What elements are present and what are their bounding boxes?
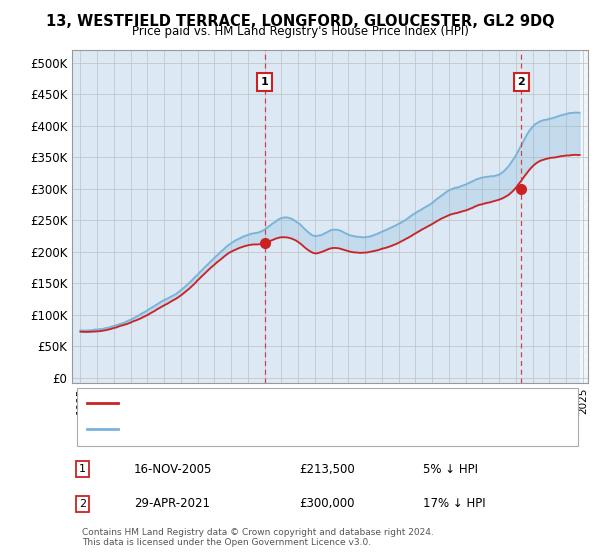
Text: 13, WESTFIELD TERRACE, LONGFORD, GLOUCESTER, GL2 9DQ (detached house): 13, WESTFIELD TERRACE, LONGFORD, GLOUCES… [129, 398, 548, 408]
Text: HPI: Average price, detached house, Gloucester: HPI: Average price, detached house, Glou… [129, 424, 378, 434]
Text: Contains HM Land Registry data © Crown copyright and database right 2024.: Contains HM Land Registry data © Crown c… [82, 528, 434, 536]
Text: £300,000: £300,000 [299, 497, 355, 511]
Text: 2: 2 [518, 77, 526, 87]
Text: 5% ↓ HPI: 5% ↓ HPI [423, 463, 478, 475]
Text: 13, WESTFIELD TERRACE, LONGFORD, GLOUCESTER, GL2 9DQ: 13, WESTFIELD TERRACE, LONGFORD, GLOUCES… [46, 14, 554, 29]
Text: 1: 1 [261, 77, 269, 87]
Text: 29-APR-2021: 29-APR-2021 [134, 497, 210, 511]
Text: £213,500: £213,500 [299, 463, 355, 475]
Bar [580, 50, 588, 382]
FancyBboxPatch shape [77, 388, 578, 446]
Text: 2: 2 [79, 499, 86, 509]
Text: This data is licensed under the Open Government Licence v3.0.: This data is licensed under the Open Gov… [82, 538, 371, 547]
Text: Price paid vs. HM Land Registry's House Price Index (HPI): Price paid vs. HM Land Registry's House … [131, 25, 469, 38]
Text: 17% ↓ HPI: 17% ↓ HPI [423, 497, 485, 511]
Text: 1: 1 [79, 464, 86, 474]
Text: 16-NOV-2005: 16-NOV-2005 [134, 463, 212, 475]
